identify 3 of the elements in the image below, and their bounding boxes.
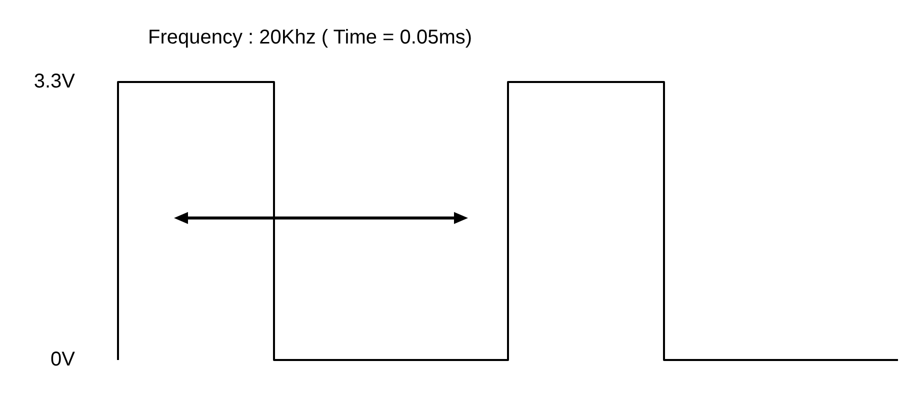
y-tick-label: 3.3V bbox=[34, 70, 76, 93]
y-tick-label: 0V bbox=[50, 348, 76, 371]
chart-title: Frequency : 20Khz ( Time = 0.05ms) bbox=[148, 26, 472, 49]
